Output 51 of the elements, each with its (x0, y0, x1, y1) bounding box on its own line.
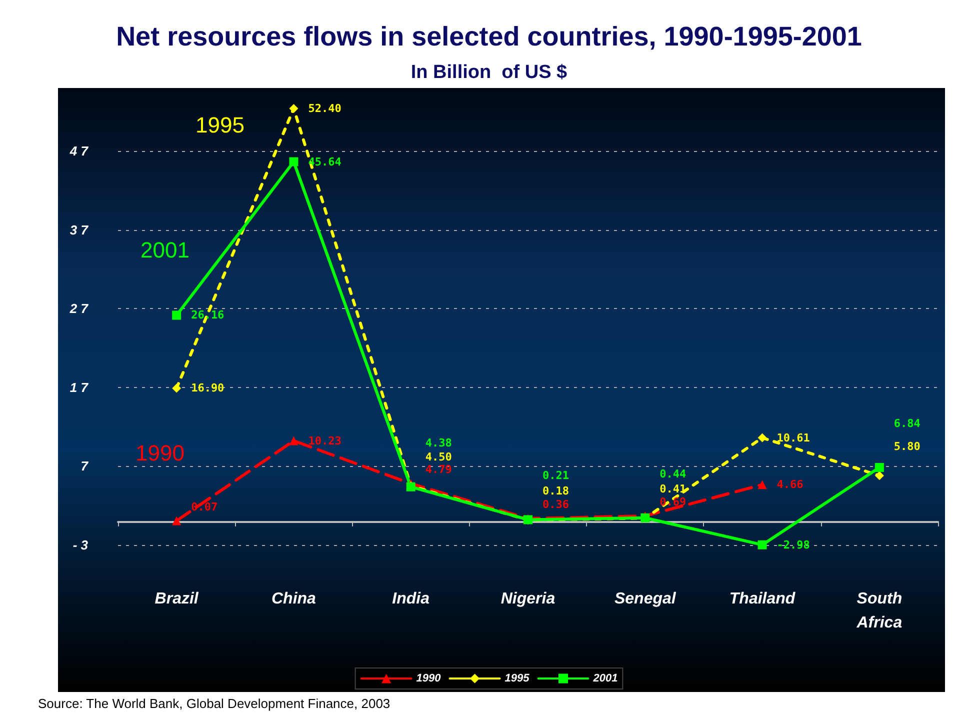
legend-label: 1990 (416, 672, 442, 684)
legend-label: 1995 (504, 672, 530, 684)
data-label: 4.38 (425, 436, 452, 450)
y-tick-label: 4 7 (68, 144, 89, 159)
point (758, 480, 767, 490)
point (172, 310, 182, 320)
point (289, 104, 298, 113)
data-label: 0.21 (542, 469, 570, 482)
point (874, 471, 884, 480)
y-tick-label: 7 (80, 458, 89, 474)
data-label: 0.18 (542, 484, 569, 498)
data-label: 4.66 (776, 478, 804, 492)
data-label: 0.69 (660, 495, 686, 508)
source-note: Source: The World Bank, Global Development Finance, 2003 (38, 696, 390, 711)
x-tick-label: South Africa (856, 590, 902, 632)
point (172, 516, 182, 526)
chart-subtitle: In Billion of US $ (410, 62, 568, 83)
data-label: 4.79 (425, 463, 452, 476)
x-tick-label: Thailand (729, 590, 796, 608)
legend-label: 2001 (592, 672, 618, 684)
x-tick-label: Senegal (614, 590, 676, 608)
data-label: -2.98 (776, 538, 810, 552)
data-label: 0.36 (542, 498, 570, 512)
y-tick-label: 1 7 (70, 380, 89, 395)
x-tick-label: India (392, 590, 430, 608)
x-tick-label: China (271, 590, 316, 608)
annotation: 2001 (140, 238, 190, 262)
point (758, 540, 767, 550)
data-label: 5.80 (894, 440, 920, 454)
y-tick-label: 3 7 (70, 222, 89, 238)
data-label: 10.61 (776, 431, 810, 444)
data-label: 4.50 (425, 450, 452, 464)
chart-title: Net resources flows in selected countries, 1990-1995-2001 (116, 22, 862, 52)
data-label: 52.40 (308, 102, 342, 115)
point (289, 436, 298, 446)
x-tick-label: Nigeria (500, 590, 556, 608)
annotation: 1995 (196, 112, 244, 138)
data-label: 0.44 (660, 467, 687, 480)
point (289, 157, 298, 166)
data-label: 16.90 (191, 382, 224, 395)
point (172, 384, 182, 393)
point (874, 462, 884, 472)
data-label: 26.16 (191, 308, 225, 322)
annotation: 1990 (136, 440, 184, 466)
data-label: 45.64 (308, 155, 342, 168)
x-tick-label: Brazil (154, 590, 199, 608)
data-label: 10.23 (308, 434, 342, 448)
point (758, 433, 767, 442)
data-label: 6.84 (894, 416, 921, 430)
y-tick-label: 2 7 (68, 301, 89, 316)
y-tick-label: - 3 (72, 538, 89, 552)
